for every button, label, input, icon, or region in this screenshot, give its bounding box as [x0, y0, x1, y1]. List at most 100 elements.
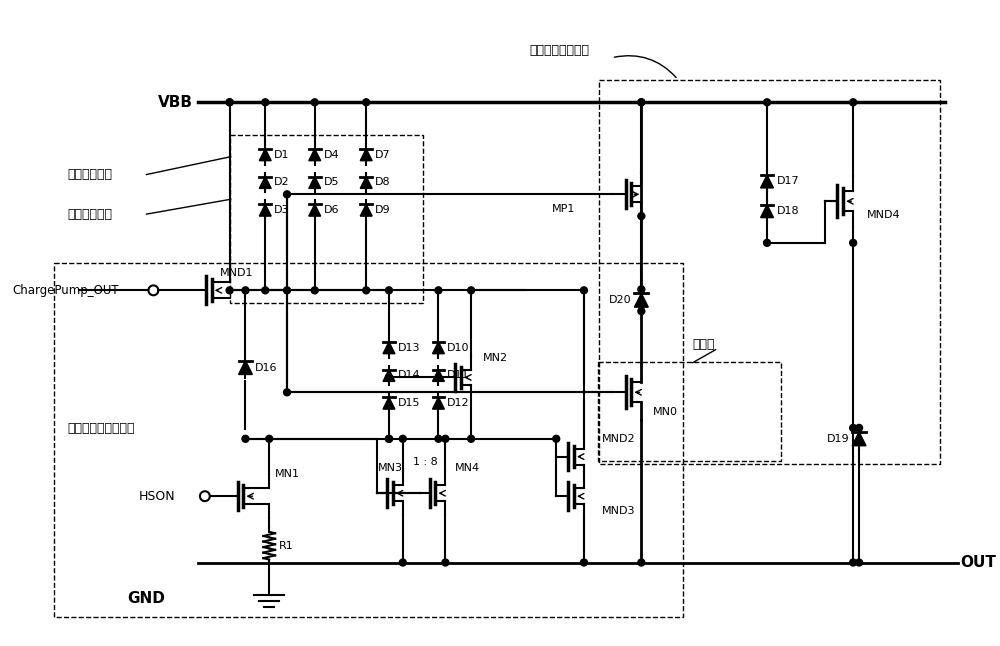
Circle shape: [442, 435, 449, 443]
Text: HSON: HSON: [139, 490, 175, 503]
Text: D3: D3: [274, 205, 290, 215]
Circle shape: [311, 287, 318, 294]
Circle shape: [226, 99, 233, 106]
Text: MN3: MN3: [378, 463, 403, 474]
Circle shape: [638, 307, 645, 315]
Polygon shape: [259, 176, 271, 189]
Polygon shape: [433, 370, 444, 381]
Circle shape: [262, 99, 269, 106]
Text: MN4: MN4: [455, 463, 480, 474]
Circle shape: [226, 99, 233, 106]
Polygon shape: [383, 397, 395, 409]
Circle shape: [468, 287, 475, 294]
Polygon shape: [383, 342, 395, 353]
Text: D20: D20: [609, 295, 631, 306]
Text: D7: D7: [375, 150, 391, 160]
Text: MND1: MND1: [220, 267, 253, 278]
Text: 电流限制电路: 电流限制电路: [67, 207, 112, 221]
Polygon shape: [852, 432, 866, 446]
Polygon shape: [761, 205, 773, 218]
Circle shape: [856, 559, 863, 566]
Circle shape: [580, 287, 587, 294]
Text: VBB: VBB: [158, 95, 193, 110]
Text: MN1: MN1: [275, 470, 300, 479]
Circle shape: [399, 559, 406, 566]
Text: 功率管: 功率管: [693, 339, 715, 351]
Circle shape: [242, 287, 249, 294]
Text: D19: D19: [827, 434, 849, 444]
Circle shape: [242, 435, 249, 443]
Circle shape: [311, 99, 318, 106]
Circle shape: [638, 99, 645, 106]
Text: GND: GND: [127, 590, 165, 606]
Circle shape: [764, 240, 771, 246]
Bar: [54, 263, 683, 617]
Polygon shape: [360, 176, 372, 189]
Text: 功率管栅极驱动电路: 功率管栅极驱动电路: [67, 422, 135, 435]
Text: D10: D10: [447, 343, 470, 353]
Circle shape: [385, 287, 392, 294]
Text: D14: D14: [398, 370, 420, 380]
Polygon shape: [433, 397, 444, 409]
Circle shape: [638, 213, 645, 220]
Text: MP1: MP1: [552, 204, 576, 214]
Polygon shape: [309, 204, 321, 216]
Text: MN2: MN2: [483, 353, 508, 362]
Circle shape: [284, 287, 290, 294]
Text: R1: R1: [279, 541, 294, 550]
Text: D17: D17: [776, 176, 799, 187]
Polygon shape: [309, 176, 321, 189]
Circle shape: [850, 424, 857, 432]
Polygon shape: [309, 149, 321, 161]
Circle shape: [580, 559, 587, 566]
Text: D16: D16: [255, 362, 278, 373]
Text: MND4: MND4: [867, 210, 901, 220]
Circle shape: [850, 559, 857, 566]
Text: MND3: MND3: [602, 506, 635, 516]
Circle shape: [363, 287, 370, 294]
Bar: [599, 79, 940, 464]
Circle shape: [385, 435, 392, 443]
Text: D5: D5: [324, 178, 339, 187]
Circle shape: [385, 374, 392, 381]
Circle shape: [850, 240, 857, 246]
Circle shape: [553, 435, 560, 443]
Text: 1 : 8: 1 : 8: [413, 457, 437, 466]
Circle shape: [284, 191, 290, 198]
Circle shape: [262, 287, 269, 294]
Circle shape: [856, 424, 863, 432]
Circle shape: [226, 287, 233, 294]
Text: ChargePump_OUT: ChargePump_OUT: [12, 284, 119, 297]
Text: D13: D13: [398, 343, 420, 353]
Text: D11: D11: [447, 370, 470, 380]
Polygon shape: [761, 175, 773, 188]
Circle shape: [399, 435, 406, 443]
Polygon shape: [360, 149, 372, 161]
Circle shape: [284, 389, 290, 396]
Text: D1: D1: [274, 150, 290, 160]
Circle shape: [850, 99, 857, 106]
Circle shape: [638, 559, 645, 566]
Circle shape: [363, 99, 370, 106]
Text: D4: D4: [324, 150, 339, 160]
Circle shape: [435, 435, 442, 443]
Circle shape: [442, 559, 449, 566]
Text: 输出负压钳位电路: 输出负压钳位电路: [530, 45, 590, 57]
Circle shape: [435, 287, 442, 294]
Text: MND2: MND2: [602, 434, 635, 444]
Polygon shape: [383, 370, 395, 381]
Polygon shape: [259, 149, 271, 161]
Circle shape: [468, 435, 475, 443]
Circle shape: [764, 99, 771, 106]
Text: D8: D8: [375, 178, 391, 187]
Polygon shape: [259, 204, 271, 216]
Polygon shape: [239, 360, 252, 375]
Polygon shape: [360, 204, 372, 216]
Text: OUT: OUT: [960, 555, 996, 570]
Circle shape: [266, 435, 273, 443]
Text: D12: D12: [447, 398, 470, 408]
Polygon shape: [634, 293, 648, 307]
Text: D6: D6: [324, 205, 339, 215]
Bar: [230, 135, 423, 303]
Text: D9: D9: [375, 205, 391, 215]
